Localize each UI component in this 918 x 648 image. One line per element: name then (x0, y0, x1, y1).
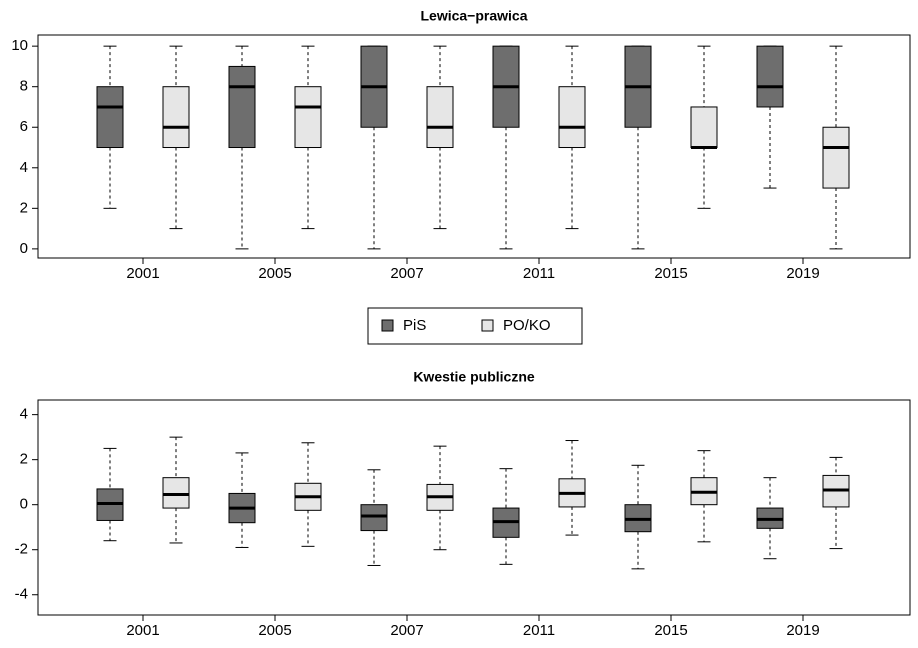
y-tick-label: 0 (20, 240, 28, 257)
y-tick-label: 2 (20, 199, 28, 216)
legend-box (367, 307, 583, 345)
x-tick-label: 2007 (390, 265, 423, 282)
box (162, 477, 190, 509)
x-tick-label: 2015 (654, 622, 687, 639)
box (558, 86, 586, 149)
x-tick-label: 2001 (126, 265, 159, 282)
legend-swatch (381, 319, 394, 332)
x-tick-label: 2019 (786, 622, 819, 639)
box (228, 65, 256, 149)
y-tick-label: -4 (15, 586, 28, 603)
x-tick-label: 2015 (654, 265, 687, 282)
box (360, 504, 388, 532)
y-tick-label: 2 (20, 451, 28, 468)
y-tick-label: 4 (20, 406, 28, 423)
x-tick-label: 2019 (786, 265, 819, 282)
y-tick-label: 6 (20, 118, 28, 135)
chart-title: Lewica−prawica (420, 8, 527, 24)
x-tick-label: 2005 (258, 622, 291, 639)
box (690, 106, 718, 149)
y-tick-label: 10 (11, 37, 28, 54)
plot-frame (37, 34, 911, 259)
legend-label: PO/KO (503, 317, 551, 334)
y-tick-label: 4 (20, 159, 28, 176)
y-tick-label: 0 (20, 496, 28, 513)
plot-frame (37, 399, 911, 616)
x-tick-label: 2005 (258, 265, 291, 282)
legend-swatch (481, 319, 494, 332)
x-tick-label: 2007 (390, 622, 423, 639)
y-tick-label: -2 (15, 541, 28, 558)
box (294, 86, 322, 149)
chart-title: Kwestie publiczne (413, 369, 535, 385)
box (162, 86, 190, 149)
box (822, 126, 850, 189)
box (756, 45, 784, 108)
y-tick-label: 8 (20, 78, 28, 95)
x-tick-label: 2001 (126, 622, 159, 639)
legend-label: PiS (403, 317, 426, 334)
x-tick-label: 2011 (523, 265, 555, 282)
box (426, 86, 454, 149)
box (96, 86, 124, 149)
x-tick-label: 2011 (523, 622, 555, 639)
